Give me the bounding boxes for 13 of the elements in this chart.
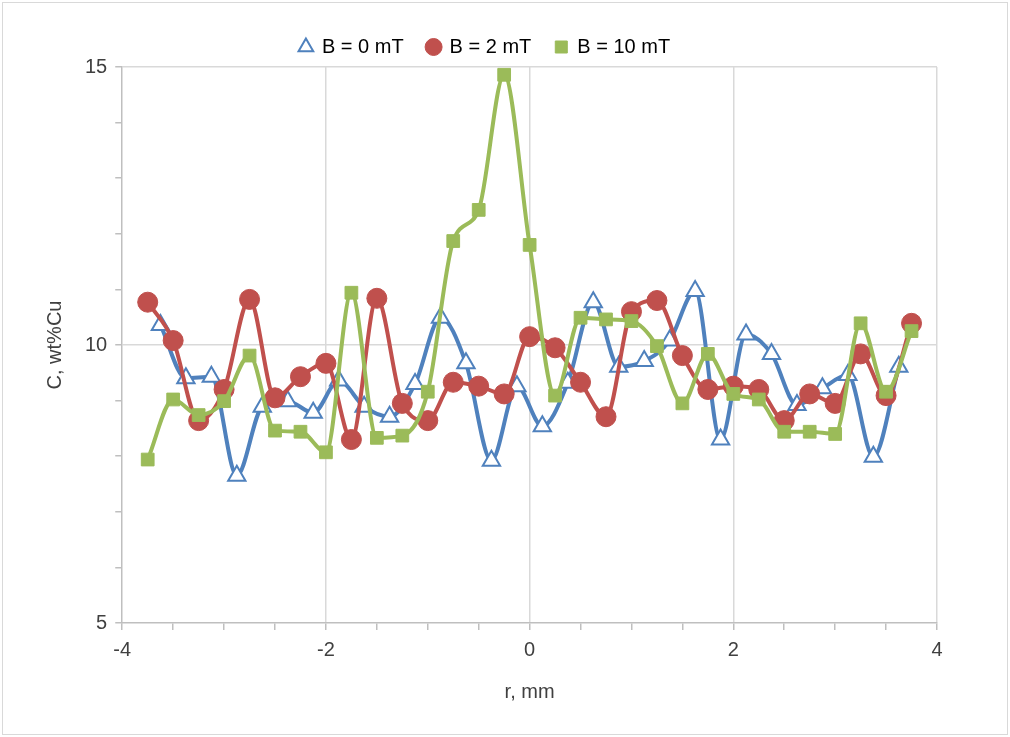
y-axis-title: C, wt%Cu [42, 300, 65, 390]
legend-label: B = 2 mT [449, 34, 532, 57]
x-tick-label: 2 [727, 637, 739, 660]
y-tick-label: 15 [85, 54, 108, 77]
x-tick-label: -4 [113, 637, 132, 660]
y-tick-label: 5 [96, 610, 108, 633]
x-tick-label: -2 [317, 637, 335, 660]
x-tick-label: 0 [524, 637, 536, 660]
legend-label: B = 10 mT [577, 34, 671, 57]
legend-label: B = 0 mT [321, 34, 404, 57]
y-tick-label: 10 [85, 332, 108, 355]
x-axis-title: r, mm [504, 679, 555, 702]
x-tick-label: 4 [931, 637, 943, 660]
